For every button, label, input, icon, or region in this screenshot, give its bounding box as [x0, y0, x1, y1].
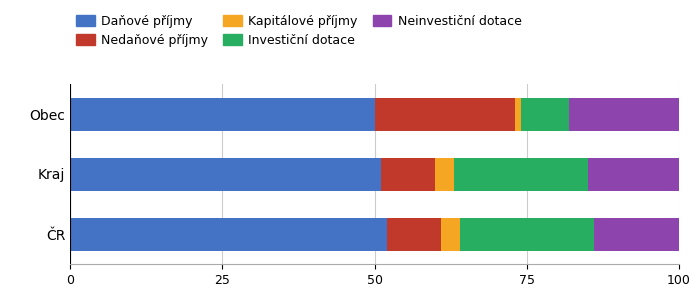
Bar [460, 218, 594, 250]
Bar [374, 98, 514, 130]
Legend: Daňové příjmy, Nedaňové příjmy, Kapitálové příjmy, Investiční dotace, Neinvestič: Daňové příjmy, Nedaňové příjmy, Kapitálo… [76, 15, 522, 47]
Bar [435, 158, 454, 190]
Bar [521, 98, 569, 130]
Bar [70, 218, 386, 250]
Bar [70, 98, 375, 130]
Bar [514, 98, 521, 130]
Bar [569, 98, 679, 130]
Bar [454, 158, 587, 190]
Bar [587, 158, 679, 190]
Bar [594, 218, 679, 250]
Bar [70, 158, 381, 190]
Bar [442, 218, 460, 250]
Bar [386, 218, 442, 250]
Bar [381, 158, 435, 190]
